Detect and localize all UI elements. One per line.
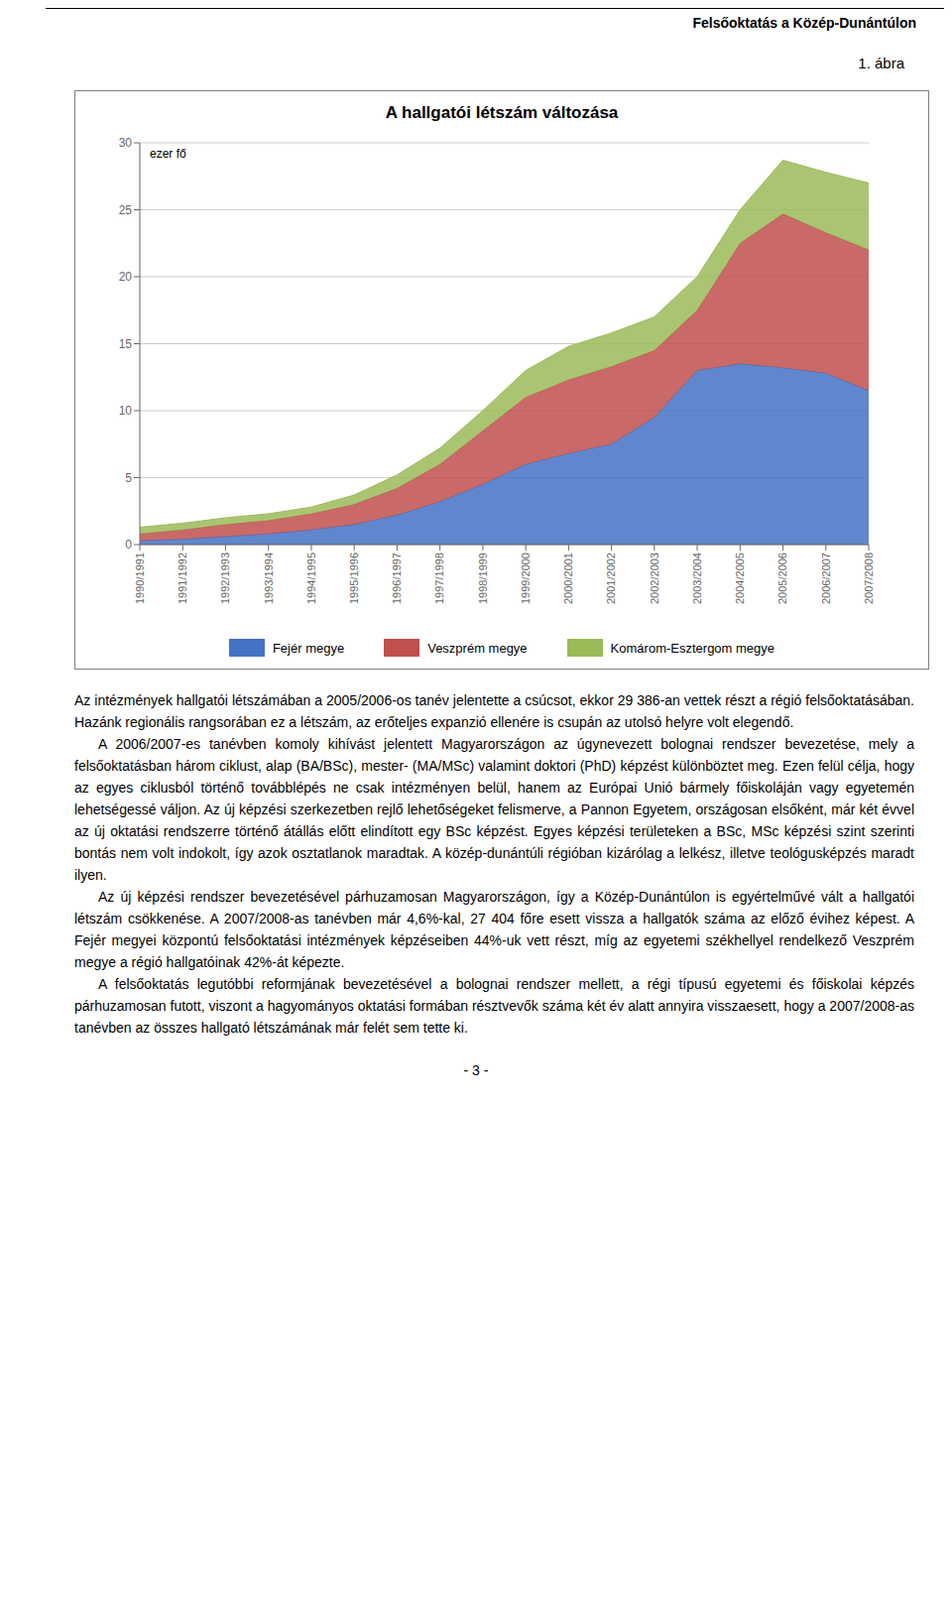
svg-text:1998/1999: 1998/1999 (476, 552, 489, 604)
svg-text:2004/2005: 2004/2005 (733, 552, 746, 604)
html-text:A hallgatói létszám változása: A hallgatói létszám változása (385, 103, 619, 122)
html-text:A felsőoktatás legutóbbi refor: A felsőoktatás legutóbbi reformjának bev… (74, 975, 915, 1036)
svg-text:1993/1994: 1993/1994 (262, 552, 275, 604)
svg-text:5: 5 (124, 471, 132, 485)
svg-text:1992/1993: 1992/1993 (219, 552, 232, 604)
svg-text:0: 0 (124, 537, 132, 552)
svg-text:2002/2003: 2002/2003 (648, 552, 661, 604)
svg-text:1995/1996: 1995/1996 (348, 552, 360, 604)
svg-text:1994/1995: 1994/1995 (305, 552, 318, 604)
html-text:ezer fő: ezer fő (149, 146, 187, 161)
svg-text:10: 10 (119, 403, 133, 418)
svg-text:2003/2004: 2003/2004 (691, 552, 704, 604)
html-text:1. ábra: 1. ábra (858, 54, 905, 72)
html-text:Az intézmények hallgatói létsz: Az intézmények hallgatói létszámában a 2… (74, 692, 915, 730)
svg-text:1996/1997: 1996/1997 (390, 552, 403, 604)
svg-text:1997/1998: 1997/1998 (433, 552, 446, 604)
svg-text:20: 20 (119, 269, 133, 284)
html-text:A 2006/2007-es tanévben komoly: A 2006/2007-es tanévben komoly kihívást … (74, 735, 915, 883)
svg-text:2007/2008: 2007/2008 (862, 552, 875, 604)
svg-text:25: 25 (119, 203, 133, 218)
svg-text:1999/2000: 1999/2000 (519, 552, 532, 604)
html-text:- 3 -: - 3 - (463, 1062, 489, 1078)
html-text:Veszprém megye: Veszprém megye (427, 640, 528, 655)
html-text:Komárom-Esztergom megye: Komárom-Esztergom megye (610, 640, 775, 655)
svg-text:2001/2002: 2001/2002 (604, 552, 617, 604)
html-text:Fejér megye: Fejér megye (272, 640, 345, 655)
svg-text:1990/1991: 1990/1991 (133, 552, 146, 604)
svg-text:15: 15 (119, 337, 133, 352)
svg-text:2006/2007: 2006/2007 (820, 552, 833, 604)
html-text:Az új képzési rendszer bevezet: Az új képzési rendszer bevezetésével pár… (74, 888, 915, 970)
svg-text:30: 30 (119, 135, 133, 150)
svg-text:1991/1992: 1991/1992 (176, 552, 189, 604)
svg-text:2000/2001: 2000/2001 (562, 552, 575, 604)
html-text:Felsőoktatás a Közép-Dunántúlo: Felsőoktatás a Közép-Dunántúlon (692, 14, 917, 31)
svg-text:2005/2006: 2005/2006 (776, 552, 789, 604)
